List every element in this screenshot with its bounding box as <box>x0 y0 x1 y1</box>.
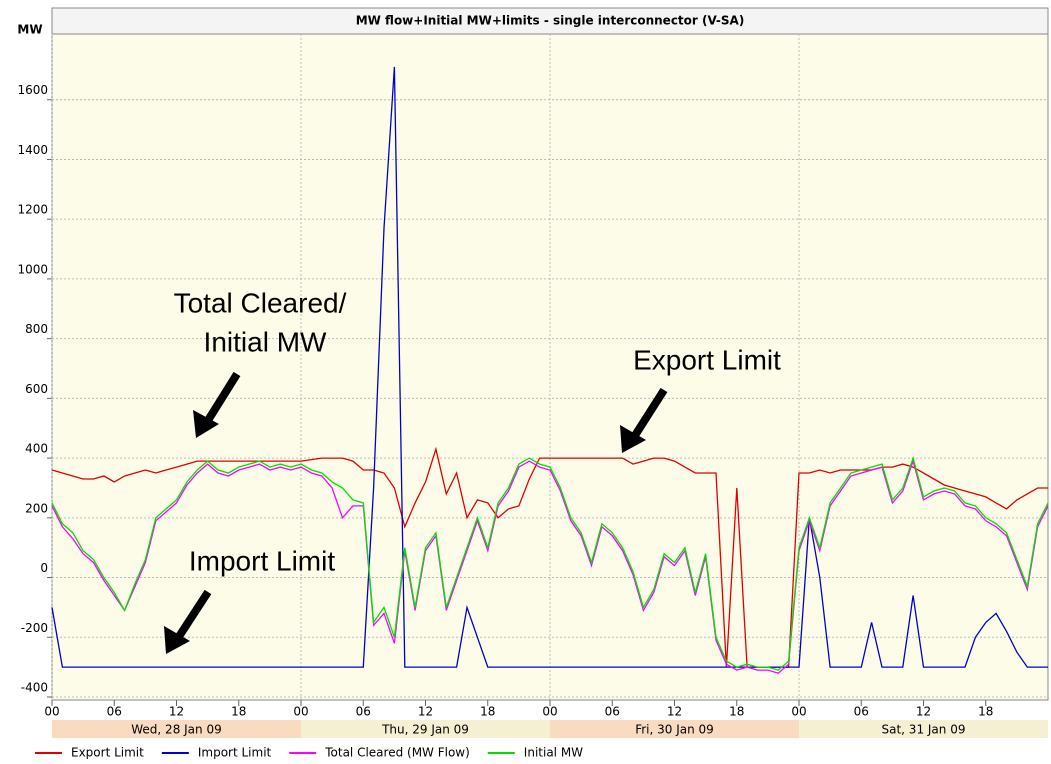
x-tick-label: 18 <box>978 705 993 719</box>
day-band <box>799 720 1048 738</box>
day-band <box>301 720 550 738</box>
title-bar <box>51 7 1049 35</box>
legend-label: Total Cleared (MW Flow) <box>324 746 470 760</box>
x-tick-label: 06 <box>356 705 371 719</box>
y-tick-label: 1400 <box>17 143 48 157</box>
arrow <box>174 589 212 641</box>
day-label: Fri, 30 Jan 09 <box>635 723 714 737</box>
chart-title: MW flow+Initial MW+limits - single inter… <box>356 14 745 28</box>
arrow <box>203 371 241 425</box>
day-band <box>550 720 799 738</box>
annotation: Export Limit <box>633 344 781 375</box>
annotation: Total Cleared/ <box>174 287 347 318</box>
arrow <box>630 387 668 440</box>
arrowhead <box>620 425 646 453</box>
x-tick-label: 12 <box>667 705 682 719</box>
annotation: Initial MW <box>204 326 327 357</box>
x-tick-label: 12 <box>916 705 931 719</box>
x-tick-label: 00 <box>293 705 308 719</box>
y-tick-label: 1600 <box>17 83 48 97</box>
series-line <box>51 455 1049 671</box>
y-axis-label: MW <box>17 23 42 37</box>
x-tick-label: 00 <box>791 705 806 719</box>
day-label: Sat, 31 Jan 09 <box>882 723 966 737</box>
y-tick-label: 1200 <box>17 203 48 217</box>
annotations: Total Cleared/ Initial MW Export Limit I… <box>164 287 781 654</box>
day-label: Wed, 28 Jan 09 <box>131 723 221 737</box>
y-tick-label: -200 <box>21 621 48 635</box>
day-band <box>52 720 301 738</box>
x-tick-label: 00 <box>44 705 59 719</box>
x-tick-label: 12 <box>418 705 433 719</box>
annotation: Import Limit <box>189 545 335 576</box>
x-tick-label: 06 <box>107 705 122 719</box>
x-tick-label: 00 <box>542 705 557 719</box>
x-tick-label: 06 <box>605 705 620 719</box>
y-tick-label: 800 <box>25 322 48 336</box>
y-tick-label: 0 <box>40 561 48 575</box>
x-tick-label: 18 <box>231 705 246 719</box>
x-tick-label: 06 <box>854 705 869 719</box>
series-lines <box>51 66 1049 674</box>
legend-label: Initial MW <box>524 746 583 760</box>
x-tick-label: 18 <box>729 705 744 719</box>
legend-label: Export Limit <box>71 746 144 760</box>
series-line <box>51 66 1048 668</box>
x-tick-label: 12 <box>169 705 184 719</box>
y-tick-label: 400 <box>25 442 48 456</box>
x-tick-label: 18 <box>480 705 495 719</box>
arrowhead <box>164 626 190 654</box>
y-tick-label: 200 <box>25 501 48 515</box>
y-tick-label: 600 <box>25 382 48 396</box>
legend: Export Limit Import Limit Total Cleared (M… <box>35 746 583 760</box>
arrowhead <box>193 410 219 438</box>
y-tick-label: -400 <box>21 681 48 695</box>
y-tick-label: 1000 <box>17 262 48 276</box>
legend-label: Import Limit <box>198 746 272 760</box>
day-label: Thu, 29 Jan 09 <box>381 723 469 737</box>
series-line <box>51 458 1049 674</box>
